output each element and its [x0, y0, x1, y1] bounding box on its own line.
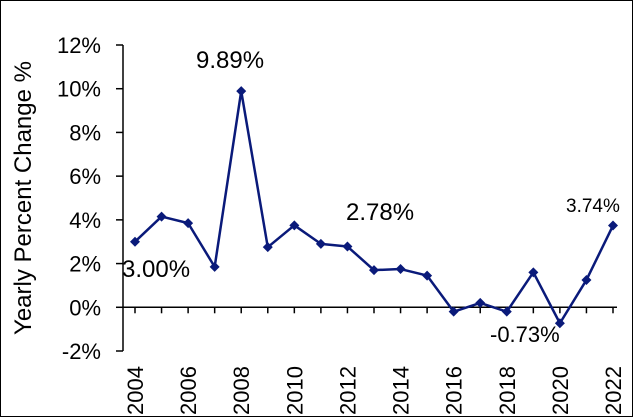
data-point — [501, 306, 512, 317]
y-tick-label: 12% — [57, 33, 101, 58]
data-point — [369, 265, 379, 276]
y-tick-label: 10% — [57, 77, 101, 102]
data-point — [581, 274, 592, 285]
data-label: 2.78% — [346, 199, 414, 226]
y-axis-label: Yearly Percent Change % — [10, 61, 37, 335]
data-label: 3.74% — [566, 196, 620, 217]
data-point — [395, 264, 406, 275]
y-tick-label: 8% — [69, 120, 101, 145]
x-tick-labels: 2004 2006 2008 2010 2012 2014 2016 2018 2020 2022 — [123, 366, 626, 415]
y-tick-label: 0% — [69, 295, 101, 320]
data-point — [315, 238, 326, 249]
x-tick-label: 2018 — [495, 366, 520, 415]
data-point — [236, 86, 247, 97]
x-tick-label: 2020 — [548, 366, 573, 415]
data-label: 9.89% — [196, 47, 264, 74]
data-label: 3.00% — [122, 256, 190, 283]
x-tick-label: 2008 — [229, 366, 254, 415]
data-point — [475, 297, 486, 308]
x-tick-label: 2006 — [176, 366, 201, 415]
data-point — [156, 211, 167, 222]
y-tick-label: -2% — [62, 339, 101, 364]
x-tick-label: 2014 — [389, 366, 414, 415]
data-point — [342, 241, 353, 252]
y-tick-label: 4% — [69, 208, 101, 233]
data-point — [130, 236, 140, 247]
x-tick-label: 2012 — [335, 366, 360, 415]
y-tick-label: 6% — [69, 164, 101, 189]
y-tick-labels: -2% 0% 2% 4% 6% 8% 10% 12% — [57, 33, 101, 364]
data-point — [608, 220, 618, 231]
x-tick-label: 2016 — [442, 366, 467, 415]
data-point — [554, 318, 565, 329]
data-point — [209, 261, 220, 272]
data-point — [289, 220, 300, 231]
data-point — [262, 242, 273, 253]
y-tick-label: 2% — [69, 252, 101, 277]
data-label: -0.73% — [490, 322, 560, 347]
x-tick-label: 2010 — [282, 366, 307, 415]
data-point — [183, 218, 194, 229]
x-tick-label: 2022 — [601, 366, 626, 415]
x-tick-label: 2004 — [123, 366, 148, 415]
data-point — [448, 306, 459, 317]
data-point — [528, 267, 539, 278]
data-points — [130, 86, 618, 329]
annotations: 9.89% 3.00% 2.78% -0.73% 3.74% — [122, 47, 620, 347]
data-point — [422, 270, 433, 281]
axes — [116, 44, 617, 352]
